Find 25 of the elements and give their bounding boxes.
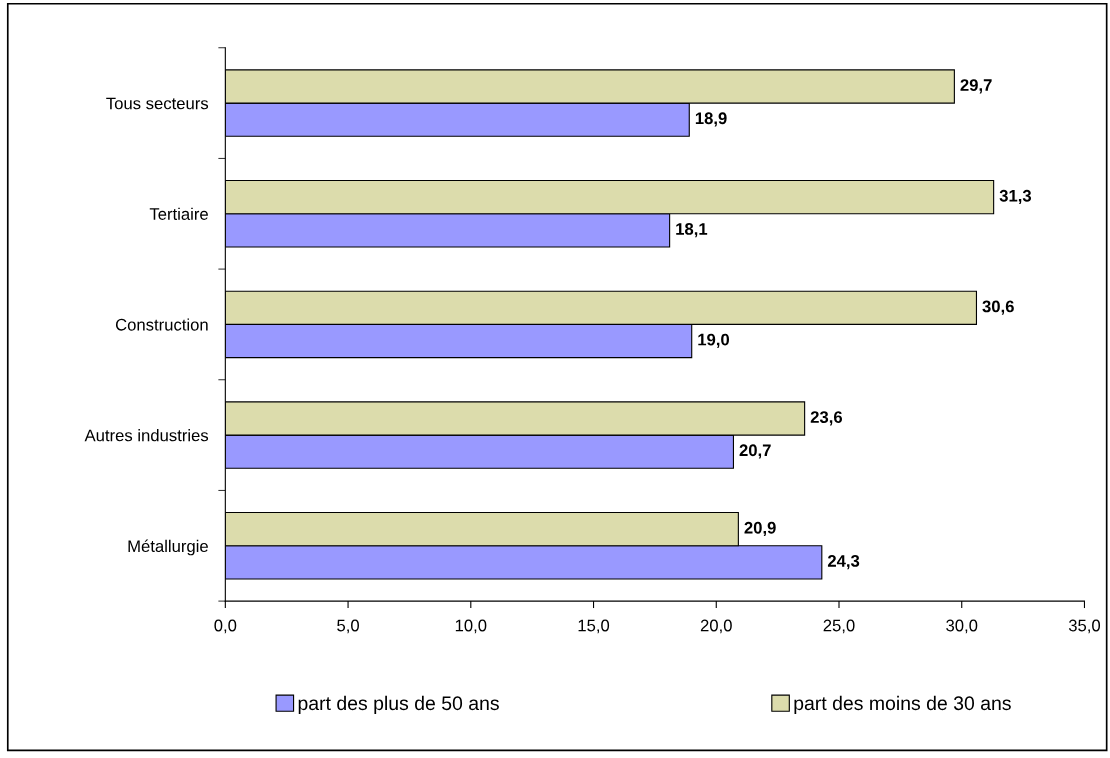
legend-label: part des plus de 50 ans	[298, 695, 499, 714]
x-tick-label: 5,0	[337, 619, 359, 634]
x-tick-label: 25,0	[823, 619, 855, 634]
data-label: 20,9	[744, 521, 776, 537]
data-label: 31,3	[999, 189, 1032, 205]
data-label: 29,7	[960, 79, 992, 94]
x-tick-label: 0,0	[214, 619, 237, 634]
y-tick-label: Construction	[115, 318, 208, 331]
x-tick-label: 35,0	[1068, 619, 1101, 634]
data-label: 23,6	[810, 411, 843, 426]
x-tick-label: 20,0	[700, 619, 732, 634]
data-label: 24,3	[827, 555, 860, 570]
y-tick-label: Métallurgie	[128, 539, 208, 556]
x-tick-label: 30,0	[946, 619, 978, 634]
y-tick-label: Tertiaire	[149, 207, 208, 220]
x-tick-label: 10,0	[455, 619, 487, 634]
data-label: 18,1	[676, 223, 708, 238]
data-label: 19,0	[698, 333, 730, 348]
data-label: 20,7	[739, 444, 771, 459]
x-tick-label: 15,0	[578, 619, 610, 634]
legend-label: part des moins de 30 ans	[794, 695, 1011, 714]
y-tick-label: Tous secteurs	[106, 97, 209, 110]
data-label: 18,9	[695, 112, 727, 127]
y-tick-label: Autres industries	[84, 429, 209, 442]
data-label: 30,6	[982, 300, 1014, 315]
